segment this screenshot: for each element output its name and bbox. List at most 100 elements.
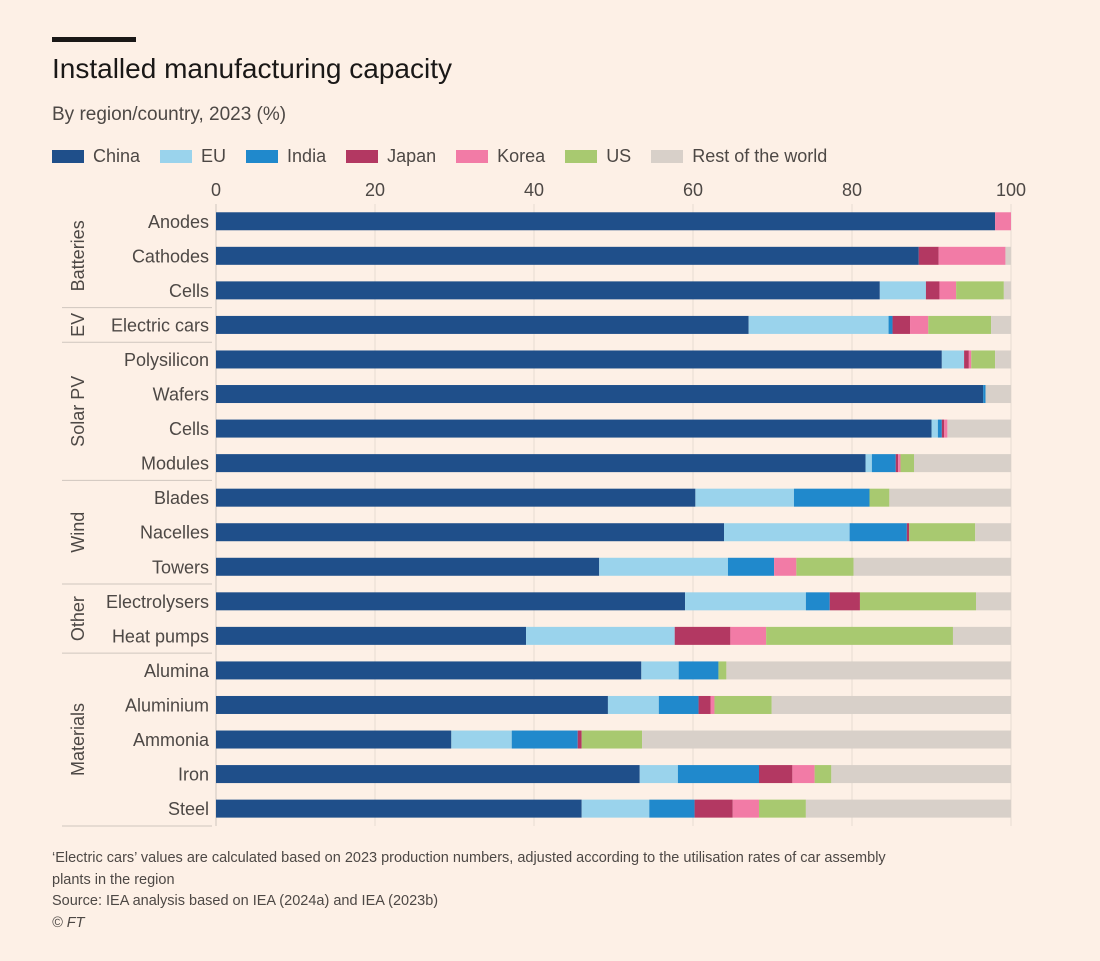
bar-heat-pumps-us [766, 626, 953, 645]
bar-cathodes-rest-of-the-world [1005, 246, 1011, 265]
group-label-other: Other [68, 596, 88, 641]
category-label-cells: Cells [169, 419, 209, 439]
bar-steel-eu [581, 799, 650, 818]
bar-ammonia-japan [577, 730, 582, 749]
bar-cells-us [956, 281, 1004, 300]
legend-label-japan: Japan [387, 146, 437, 166]
legend-item-korea: Korea [456, 146, 545, 167]
bar-towers-india [727, 557, 775, 576]
category-label-polysilicon: Polysilicon [124, 350, 209, 370]
group-label-solar-pv: Solar PV [68, 376, 88, 447]
bar-wafers-china [216, 385, 984, 404]
bar-towers-us [796, 557, 854, 576]
category-label-towers: Towers [152, 557, 209, 577]
bar-heat-pumps-japan [674, 626, 731, 645]
x-tick-label-0: 0 [211, 180, 221, 200]
bar-ammonia-us [581, 730, 643, 749]
bar-electric-cars-rest-of-the-world [991, 315, 1011, 334]
legend-item-eu: EU [160, 146, 226, 167]
group-label-batteries: Batteries [68, 220, 88, 291]
bar-electrolysers-us [859, 592, 977, 611]
bar-modules-korea [898, 454, 901, 473]
bar-towers-korea [774, 557, 797, 576]
bar-modules-us [900, 454, 915, 473]
bar-iron-eu [639, 765, 678, 784]
category-label-steel: Steel [168, 799, 209, 819]
bar-electric-cars-india [888, 315, 893, 334]
bar-ammonia-india [511, 730, 578, 749]
bar-polysilicon-korea [968, 350, 972, 369]
bar-iron-india [677, 765, 759, 784]
legend-item-india: India [246, 146, 326, 167]
bar-electrolysers-india [805, 592, 830, 611]
legend-item-japan: Japan [346, 146, 436, 167]
bar-modules-china [216, 454, 866, 473]
legend-item-china: China [52, 146, 140, 167]
bar-cathodes-korea [938, 246, 1006, 265]
category-label-heat-pumps: Heat pumps [112, 626, 209, 646]
bar-polysilicon-china [216, 350, 942, 369]
bar-electrolysers-japan [829, 592, 860, 611]
bar-heat-pumps-china [216, 626, 527, 645]
category-label-cells: Cells [169, 281, 209, 301]
bar-iron-us [814, 765, 832, 784]
bar-cells-japan [941, 419, 945, 438]
bar-aluminium-us [714, 695, 772, 714]
bar-cells-eu [931, 419, 938, 438]
bar-ammonia-china [216, 730, 452, 749]
bar-nacelles-japan [906, 523, 910, 542]
x-tick-label-80: 80 [842, 180, 862, 200]
category-label-cathodes: Cathodes [132, 246, 209, 266]
category-label-nacelles: Nacelles [140, 523, 209, 543]
bar-towers-eu [599, 557, 728, 576]
legend-label-india: India [287, 146, 327, 166]
legend-label-rest-of-the-world: Rest of the world [692, 146, 828, 166]
bar-cells-china [216, 281, 880, 300]
bar-aluminium-india [658, 695, 699, 714]
bar-heat-pumps-korea [730, 626, 767, 645]
bar-electrolysers-eu [685, 592, 806, 611]
bar-cells-korea [944, 419, 948, 438]
bar-nacelles-eu [724, 523, 850, 542]
bar-cells-rest-of-the-world [1003, 281, 1011, 300]
bar-aluminium-rest-of-the-world [771, 695, 1011, 714]
chart-legend: China EU India Japan Korea US Rest of the worl… [52, 146, 847, 167]
bar-alumina-china [216, 661, 642, 680]
bar-iron-rest-of-the-world [831, 765, 1011, 784]
footnote-electric-cars-1: ‘Electric cars’ values are calculated ba… [52, 850, 886, 866]
bar-modules-india [871, 454, 896, 473]
category-label-iron: Iron [178, 765, 209, 785]
bar-electric-cars-eu [748, 315, 889, 334]
footnote-electric-cars-2: plants in the region [52, 871, 175, 888]
bar-nacelles-us [909, 523, 976, 542]
legend-swatch-eu [160, 150, 193, 163]
category-label-modules: Modules [141, 454, 209, 474]
legend-swatch-india [246, 150, 279, 163]
bar-polysilicon-rest-of-the-world [995, 350, 1011, 369]
legend-swatch-japan [346, 150, 379, 163]
bar-polysilicon-us [971, 350, 996, 369]
bar-aluminium-eu [607, 695, 659, 714]
x-tick-label-20: 20 [365, 180, 385, 200]
bar-iron-japan [758, 765, 793, 784]
bar-cells-eu [879, 281, 926, 300]
bar-cathodes-china [216, 246, 919, 265]
category-label-electric-cars: Electric cars [111, 315, 209, 335]
bar-blades-china [216, 488, 696, 507]
category-label-alumina: Alumina [144, 661, 210, 681]
footnotes: ‘Electric cars’ values are calculated ba… [52, 848, 1052, 934]
bar-electrolysers-china [216, 592, 686, 611]
bar-towers-china [216, 557, 600, 576]
bar-steel-us [758, 799, 806, 818]
bar-towers-rest-of-the-world [853, 557, 1011, 576]
bar-electric-cars-korea [910, 315, 929, 334]
legend-swatch-us [565, 150, 598, 163]
chart-subtitle: By region/country, 2023 (%) [52, 104, 287, 125]
bar-electrolysers-rest-of-the-world [976, 592, 1011, 611]
bar-alumina-india [678, 661, 719, 680]
bar-alumina-eu [641, 661, 679, 680]
bar-ammonia-eu [451, 730, 512, 749]
bar-polysilicon-eu [941, 350, 965, 369]
bar-steel-china [216, 799, 582, 818]
bar-electric-cars-japan [892, 315, 911, 334]
